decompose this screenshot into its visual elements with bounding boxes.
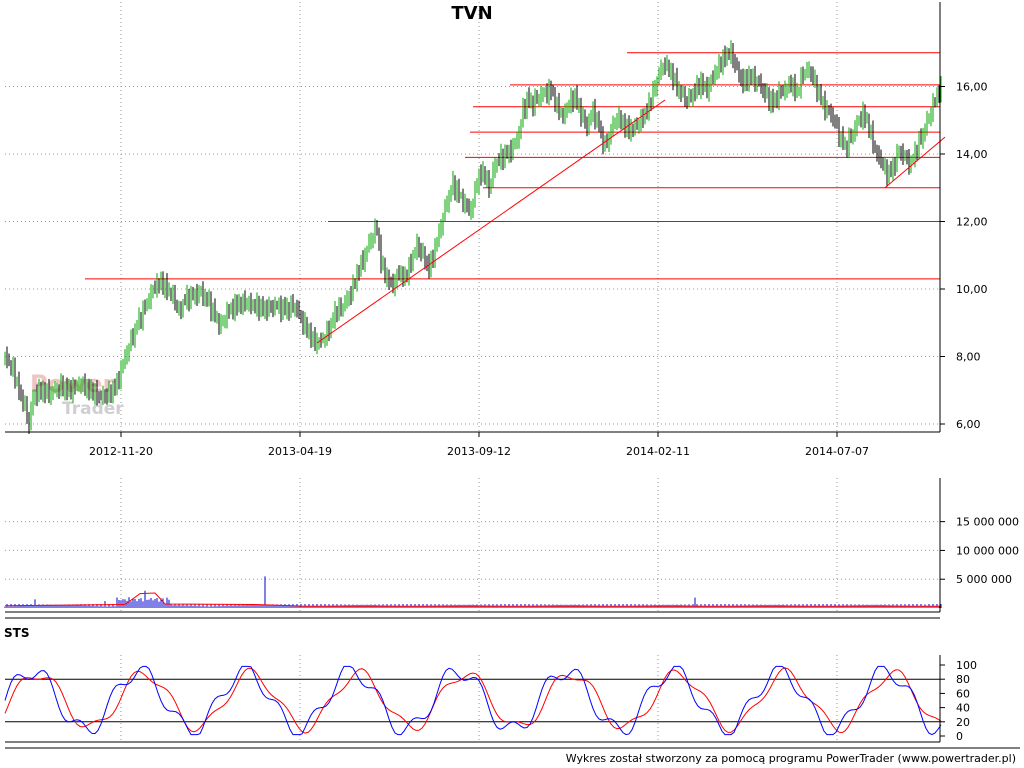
x-tick-label: 2013-09-12 bbox=[447, 445, 511, 458]
sts-tick-label: 60 bbox=[956, 687, 970, 700]
watermark-trader: Trader bbox=[62, 399, 124, 419]
y-tick-label: 8,00 bbox=[956, 351, 981, 364]
sts-tick-label: 100 bbox=[956, 659, 977, 672]
x-tick-label: 2013-04-19 bbox=[268, 445, 332, 458]
grid bbox=[5, 2, 940, 742]
trend-line bbox=[884, 136, 946, 189]
chart-title: TVN bbox=[451, 3, 492, 24]
y-tick-label: 16,00 bbox=[956, 81, 988, 94]
sts-tick-label: 0 bbox=[956, 730, 963, 743]
footer-credit: Wykres został stworzony za pomocą progra… bbox=[565, 752, 1016, 765]
axes: 2012-11-20 2013-04-19 2013-09-12 2014-02-11… bbox=[5, 2, 1020, 749]
watermark: Power Trader bbox=[30, 370, 124, 419]
sts-tick-label: 20 bbox=[956, 716, 970, 729]
sts-tick-label: 80 bbox=[956, 673, 970, 686]
trend-line bbox=[316, 99, 666, 344]
sts-panel bbox=[4, 665, 942, 736]
volume-average-line bbox=[4, 592, 941, 607]
y-tick-label: 6,00 bbox=[956, 418, 981, 431]
volume-tick-label: 5 000 000 bbox=[956, 573, 1012, 586]
watermark-power: Power bbox=[30, 370, 115, 398]
price-panel bbox=[4, 40, 946, 434]
x-tick-label: 2012-11-20 bbox=[89, 445, 153, 458]
x-tick-label: 2014-07-07 bbox=[805, 445, 869, 458]
x-tick-label: 2014-02-11 bbox=[626, 445, 690, 458]
volume-tick-label: 10 000 000 bbox=[956, 544, 1019, 557]
volume-tick-label: 15 000 000 bbox=[956, 516, 1019, 529]
y-tick-label: 14,00 bbox=[956, 148, 988, 161]
y-tick-label: 12,00 bbox=[956, 216, 988, 229]
volume-panel bbox=[4, 576, 942, 608]
sts-title: STS bbox=[4, 626, 29, 640]
sts-k-line bbox=[4, 665, 942, 736]
y-tick-label: 10,00 bbox=[956, 283, 988, 296]
sts-tick-label: 40 bbox=[956, 702, 970, 715]
